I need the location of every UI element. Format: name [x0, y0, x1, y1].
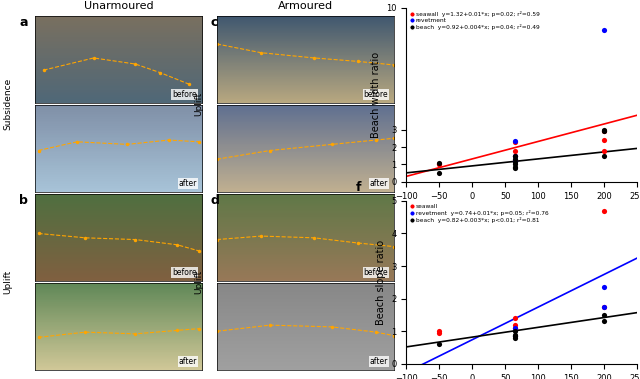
Text: after: after — [370, 357, 388, 366]
Point — [510, 333, 520, 339]
Point — [599, 318, 609, 324]
X-axis label: Land-level change (cm): Land-level change (cm) — [464, 206, 579, 216]
Text: e: e — [356, 0, 364, 1]
Text: after: after — [370, 179, 388, 188]
Point — [510, 158, 520, 164]
Text: Armoured: Armoured — [278, 2, 333, 11]
Point — [510, 153, 520, 159]
Text: after: after — [179, 357, 197, 366]
Legend: seawall  y=1.32+0.01*x; p=0.02; r²=0.59, revetment, beach  y=0.92+0.004*x; p=0.0: seawall y=1.32+0.01*x; p=0.02; r²=0.59, … — [410, 11, 540, 30]
Text: Uplift: Uplift — [3, 270, 12, 294]
Point — [510, 315, 520, 321]
Point — [434, 341, 444, 347]
Point — [434, 160, 444, 166]
Legend: seawall, revetment  y=0.74+0.01*x; p=0.05; r²=0.76, beach  y=0.82+0.003*x; p<0.0: seawall, revetment y=0.74+0.01*x; p=0.05… — [410, 204, 549, 224]
Point — [434, 161, 444, 168]
Point — [510, 335, 520, 341]
Point — [510, 153, 520, 159]
Point — [599, 137, 609, 143]
Point — [510, 332, 520, 338]
Point — [510, 139, 520, 145]
Point — [599, 208, 609, 214]
Point — [434, 161, 444, 167]
Point — [510, 159, 520, 165]
Point — [434, 170, 444, 176]
Point — [510, 157, 520, 163]
Point — [599, 128, 609, 135]
Point — [510, 322, 520, 328]
Point — [434, 328, 444, 334]
Text: Uplift: Uplift — [195, 92, 204, 116]
Point — [510, 165, 520, 171]
Text: Uplift: Uplift — [195, 270, 204, 294]
Text: c: c — [211, 16, 218, 29]
Text: f: f — [356, 181, 361, 194]
Point — [510, 138, 520, 144]
Point — [510, 148, 520, 155]
Text: a: a — [19, 16, 28, 29]
Point — [599, 27, 609, 33]
Point — [510, 156, 520, 162]
Point — [510, 164, 520, 170]
Point — [599, 153, 609, 159]
Text: before: before — [173, 90, 197, 99]
Text: Unarmoured: Unarmoured — [84, 2, 154, 11]
Point — [599, 304, 609, 310]
Point — [510, 161, 520, 168]
Point — [599, 284, 609, 290]
Text: d: d — [211, 194, 220, 207]
Y-axis label: Beach width ratio: Beach width ratio — [371, 52, 381, 138]
Point — [510, 328, 520, 334]
Text: before: before — [364, 90, 388, 99]
Text: b: b — [19, 194, 28, 207]
Point — [510, 325, 520, 331]
Point — [434, 330, 444, 336]
Point — [599, 312, 609, 318]
Point — [510, 333, 520, 339]
Point — [510, 153, 520, 159]
Text: before: before — [364, 268, 388, 277]
Point — [599, 128, 609, 135]
Text: before: before — [173, 268, 197, 277]
Point — [599, 127, 609, 133]
Point — [599, 304, 609, 310]
Point — [599, 148, 609, 155]
Y-axis label: Beach slope ratio: Beach slope ratio — [376, 240, 386, 325]
Point — [510, 325, 520, 331]
Text: Subsidence: Subsidence — [3, 78, 12, 130]
Text: after: after — [179, 179, 197, 188]
